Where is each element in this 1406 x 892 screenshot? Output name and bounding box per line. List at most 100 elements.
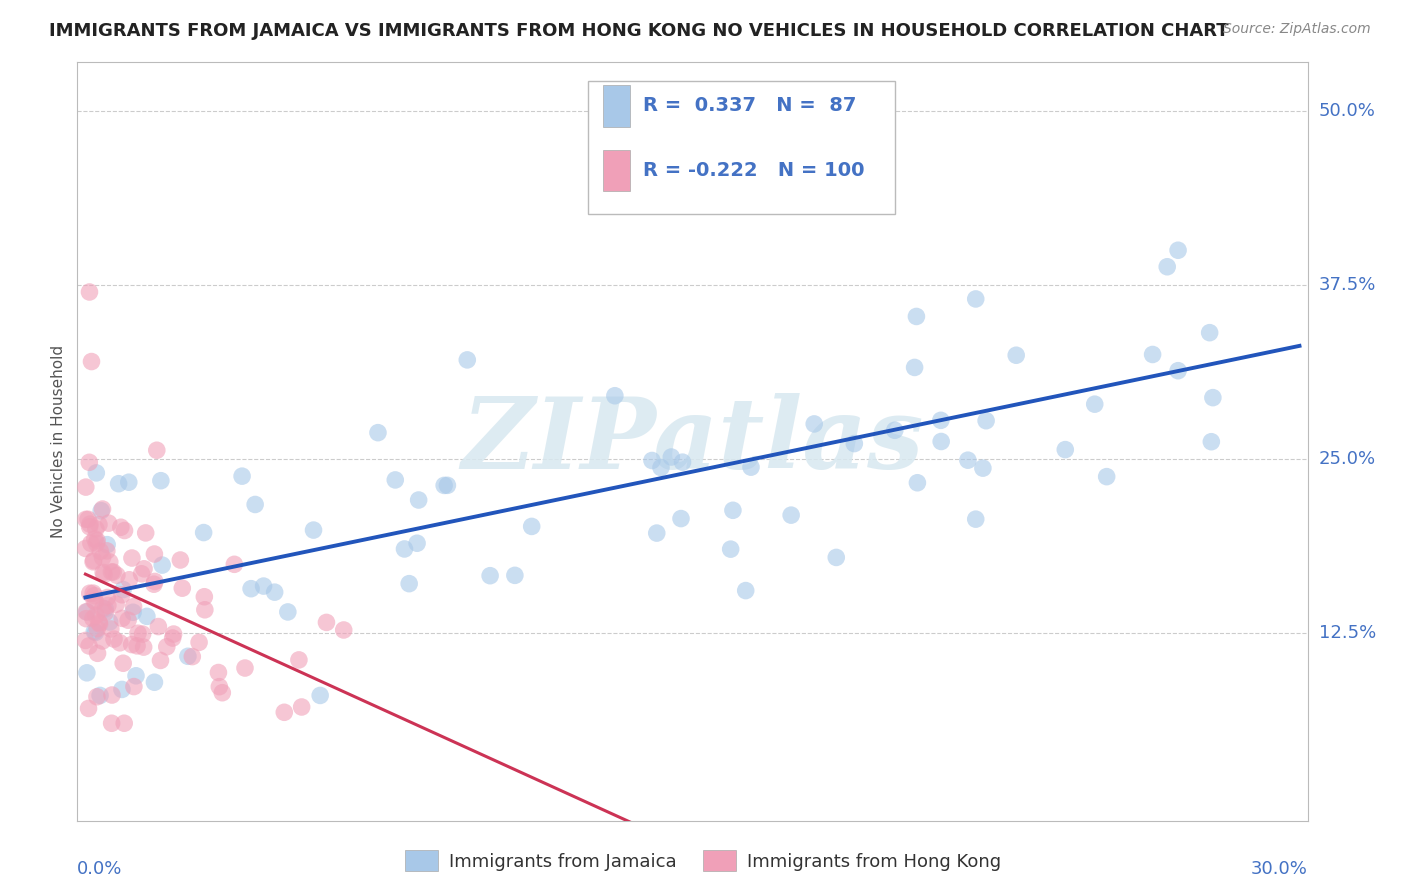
Point [91,550,114,565]
Text: 25.0%: 25.0% [1319,450,1376,468]
Point [780,508,803,523]
Point [79,586,101,600]
Point [332,623,354,637]
Point [76,665,98,680]
Point [75,512,97,526]
Text: 30.0%: 30.0% [1251,860,1308,878]
Point [394,541,416,556]
Point [291,700,314,714]
Point [86,533,108,548]
Point [131,627,153,641]
Point [740,460,762,475]
Text: 0.0%: 0.0% [77,860,122,878]
Point [97,516,120,530]
Point [100,622,122,636]
Point [107,476,129,491]
Point [112,716,135,731]
Text: Source: ZipAtlas.com: Source: ZipAtlas.com [1223,22,1371,37]
Text: R =  0.337   N =  87: R = 0.337 N = 87 [644,96,856,115]
Point [80,354,103,368]
Point [169,553,191,567]
Point [146,443,169,458]
Point [86,646,108,660]
Point [91,502,114,516]
Point [433,478,456,492]
Point [1005,348,1028,362]
Point [243,498,266,512]
Point [118,573,141,587]
Point [974,414,997,428]
Point [965,292,987,306]
Point [143,547,166,561]
Point [83,624,105,639]
Point [96,591,118,605]
Point [1201,434,1223,449]
Point [87,517,110,532]
Point [972,461,994,475]
Point [127,626,149,640]
Point [75,480,97,494]
Point [89,689,111,703]
Point [82,586,104,600]
FancyBboxPatch shape [588,81,896,214]
Legend: Immigrants from Jamaica, Immigrants from Hong Kong: Immigrants from Jamaica, Immigrants from… [398,843,1008,879]
Point [98,615,121,629]
Point [150,558,173,573]
Point [1054,442,1077,457]
Point [905,310,928,324]
Point [98,555,121,569]
Point [77,639,100,653]
Point [252,579,274,593]
Point [80,536,103,550]
Point [83,532,105,546]
Point [288,653,311,667]
Point [309,689,332,703]
Point [110,520,132,534]
Point [105,568,128,582]
Point [603,389,626,403]
Point [91,634,114,648]
Point [143,675,166,690]
Point [479,568,502,582]
Point [132,640,155,654]
Text: R = -0.222   N = 100: R = -0.222 N = 100 [644,161,865,179]
Point [669,511,692,525]
Point [503,568,526,582]
Point [77,512,100,526]
Point [121,551,143,566]
Point [929,434,952,449]
Point [148,619,170,633]
Point [105,597,128,611]
Point [100,716,122,731]
Point [101,688,124,702]
Point [211,686,233,700]
Point [79,285,101,299]
Point [406,536,429,550]
Point [263,585,285,599]
Point [117,613,139,627]
Point [720,542,742,557]
Point [89,544,111,558]
Point [162,631,184,645]
Point [883,423,905,437]
Point [86,690,108,704]
Point [143,574,166,589]
Point [132,562,155,576]
Point [1167,364,1189,378]
Point [114,524,136,538]
Point [75,605,97,619]
Point [75,612,97,626]
Point [111,611,134,625]
Point [79,517,101,532]
Point [273,706,295,720]
Point [436,478,458,492]
Point [1167,244,1189,258]
Point [75,541,97,556]
Point [82,611,104,625]
Point [79,520,101,534]
Point [844,436,866,450]
Point [84,595,107,609]
Point [671,455,693,469]
Point [240,582,263,596]
Point [905,475,928,490]
